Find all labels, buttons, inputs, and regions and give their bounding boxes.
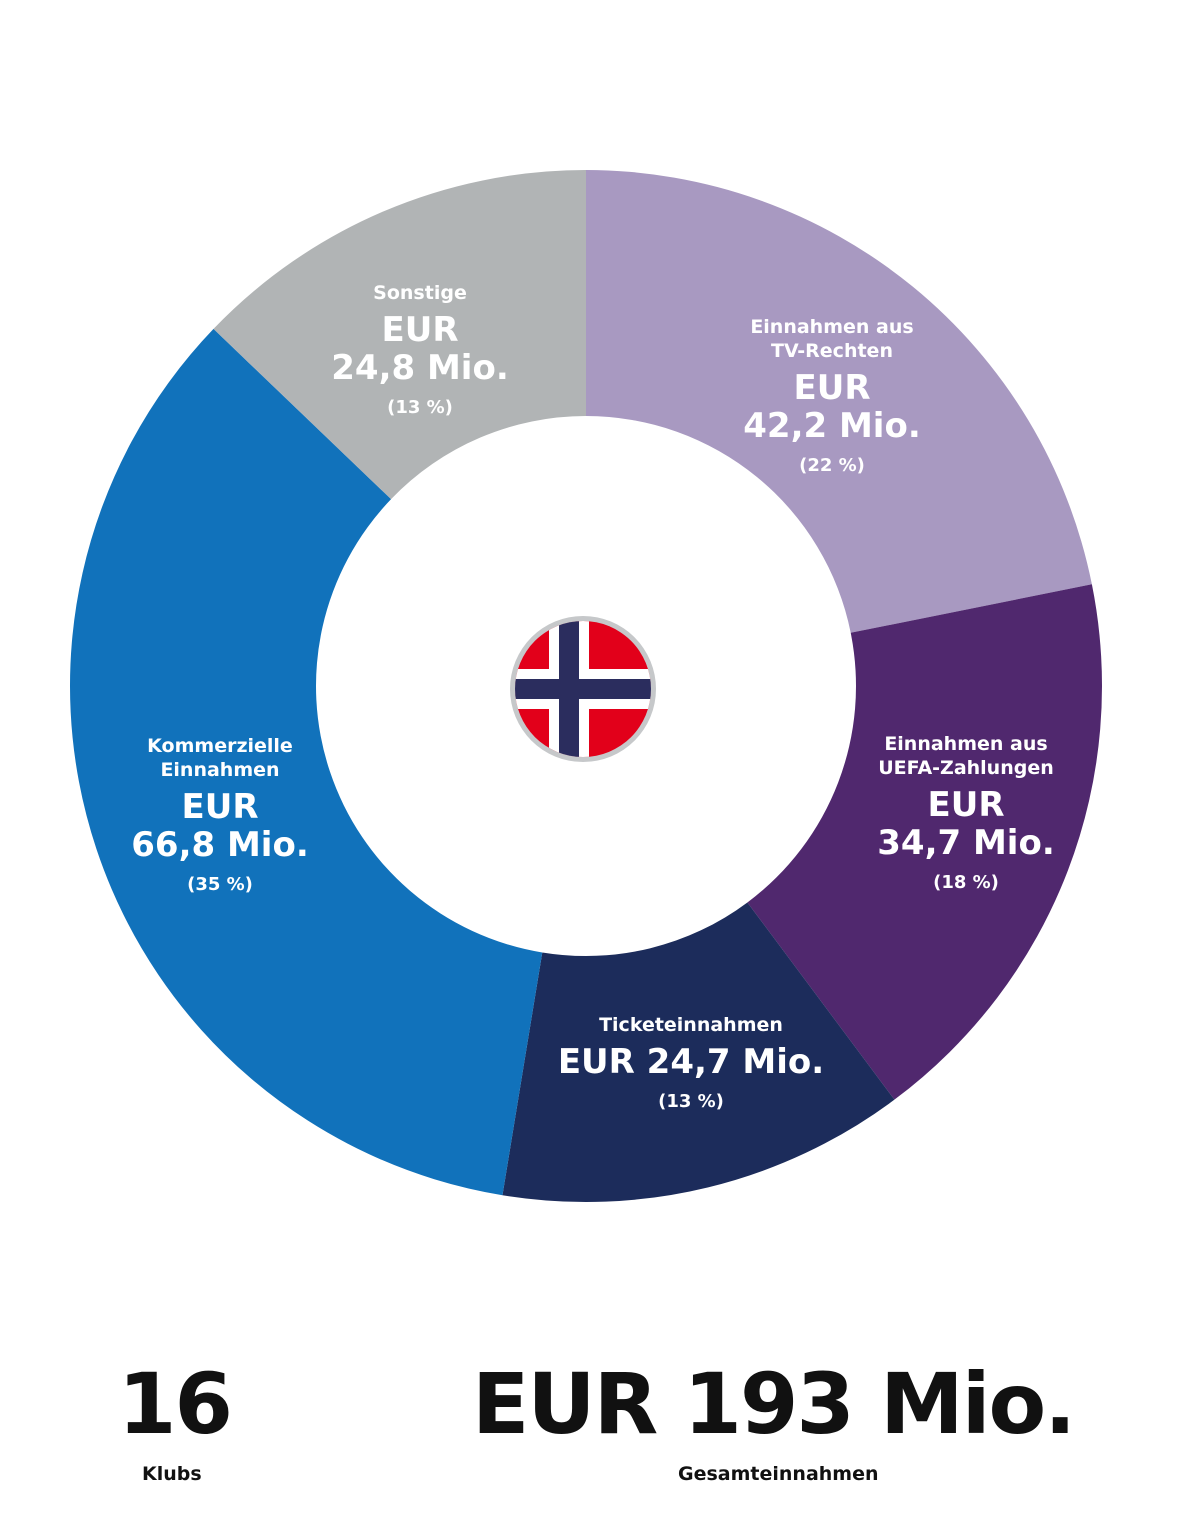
segment-amount: 42,2 Mio.	[743, 406, 921, 446]
segment-name: Einnahmen aus	[750, 316, 913, 338]
segment-name: Einnahmen	[160, 759, 279, 781]
segment-name: Sonstige	[373, 282, 467, 304]
slice-tv	[586, 170, 1092, 633]
slice-other	[213, 170, 586, 500]
norway-flag-icon	[510, 616, 656, 762]
segment-percent: (22 %)	[799, 455, 865, 476]
slice-uefa	[747, 584, 1102, 1100]
total-revenue-label: Gesamteinnahmen	[678, 1463, 879, 1485]
clubs-label: Klubs	[142, 1463, 202, 1485]
segment-amount: EUR	[381, 310, 458, 350]
slice-ticket	[502, 902, 895, 1202]
segment-percent: (35 %)	[187, 874, 253, 895]
label-ticket: Ticketeinnahmen EUR 24,7 Mio. (13 %)	[558, 1014, 824, 1112]
segment-amount: 66,8 Mio.	[131, 825, 309, 865]
segment-amount: EUR	[181, 787, 258, 827]
segment-amount: 34,7 Mio.	[877, 823, 1055, 863]
segment-amount: EUR 24,7 Mio.	[558, 1042, 824, 1082]
segment-percent: (18 %)	[933, 872, 999, 893]
segment-amount: 24,8 Mio.	[331, 348, 509, 388]
segment-amount: EUR	[793, 368, 870, 408]
segment-percent: (13 %)	[387, 397, 453, 418]
donut-slices	[69, 170, 1102, 1202]
segment-amount: EUR	[927, 785, 1004, 825]
segment-name: Ticketeinnahmen	[599, 1014, 783, 1036]
slice-commercial	[69, 328, 543, 1196]
segment-name: TV-Rechten	[771, 340, 893, 362]
segment-name: Einnahmen aus	[884, 733, 1047, 755]
segment-name: Kommerzielle	[147, 735, 293, 757]
total-revenue-value: EUR 193 Mio.	[472, 1355, 1076, 1453]
segment-name: UEFA-Zahlungen	[878, 757, 1054, 779]
segment-percent: (13 %)	[658, 1091, 724, 1112]
clubs-count: 16	[118, 1355, 233, 1453]
